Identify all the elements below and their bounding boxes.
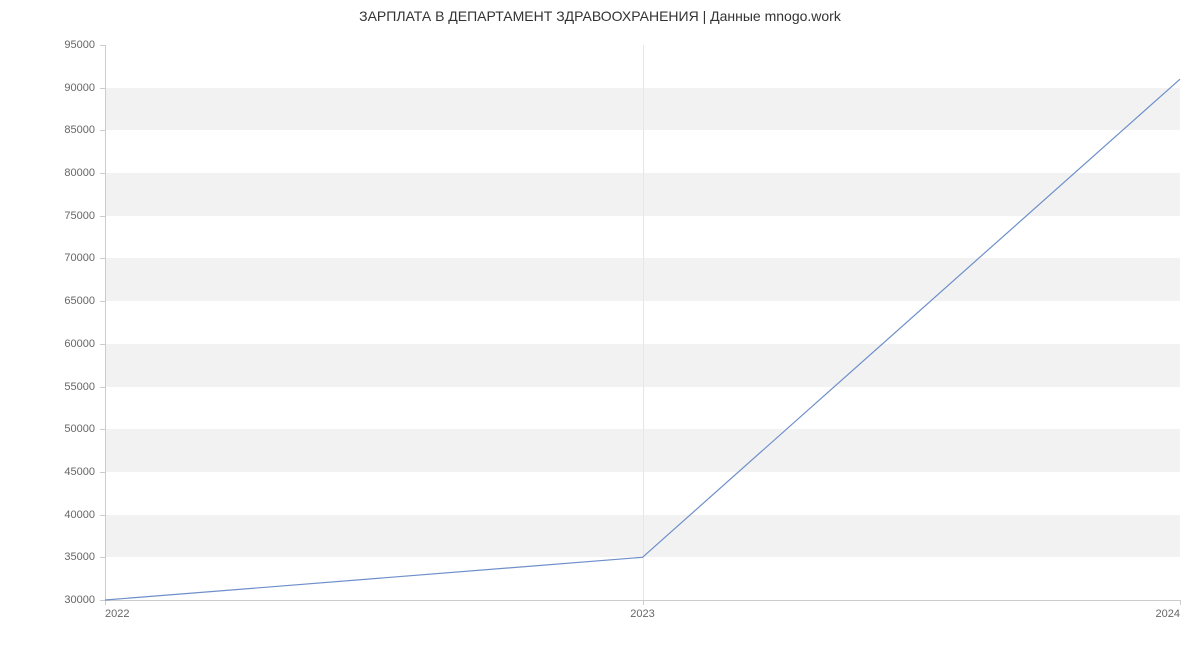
y-tick-label: 45000 [50,466,95,478]
y-tick-label: 55000 [50,381,95,393]
series-line-salary [105,79,1180,600]
x-tick-label: 2023 [630,608,654,620]
plot-area: 3000035000400004500050000550006000065000… [105,45,1180,600]
y-tick-label: 40000 [50,509,95,521]
y-tick-label: 60000 [50,338,95,350]
y-tick-label: 35000 [50,551,95,563]
x-tick-mark [1180,600,1181,605]
x-axis-line [105,600,1180,601]
y-tick-label: 50000 [50,423,95,435]
x-tick-label: 2024 [1156,608,1180,620]
y-tick-label: 75000 [50,210,95,222]
y-tick-label: 65000 [50,295,95,307]
y-tick-label: 30000 [50,594,95,606]
chart-container: ЗАРПЛАТА В ДЕПАРТАМЕНТ ЗДРАВООХРАНЕНИЯ |… [0,0,1200,650]
y-tick-label: 85000 [50,124,95,136]
y-tick-label: 90000 [50,82,95,94]
chart-title: ЗАРПЛАТА В ДЕПАРТАМЕНТ ЗДРАВООХРАНЕНИЯ |… [0,8,1200,24]
x-tick-label: 2022 [105,608,129,620]
y-tick-label: 80000 [50,167,95,179]
y-tick-label: 95000 [50,39,95,51]
y-tick-label: 70000 [50,252,95,264]
line-layer [105,45,1180,600]
